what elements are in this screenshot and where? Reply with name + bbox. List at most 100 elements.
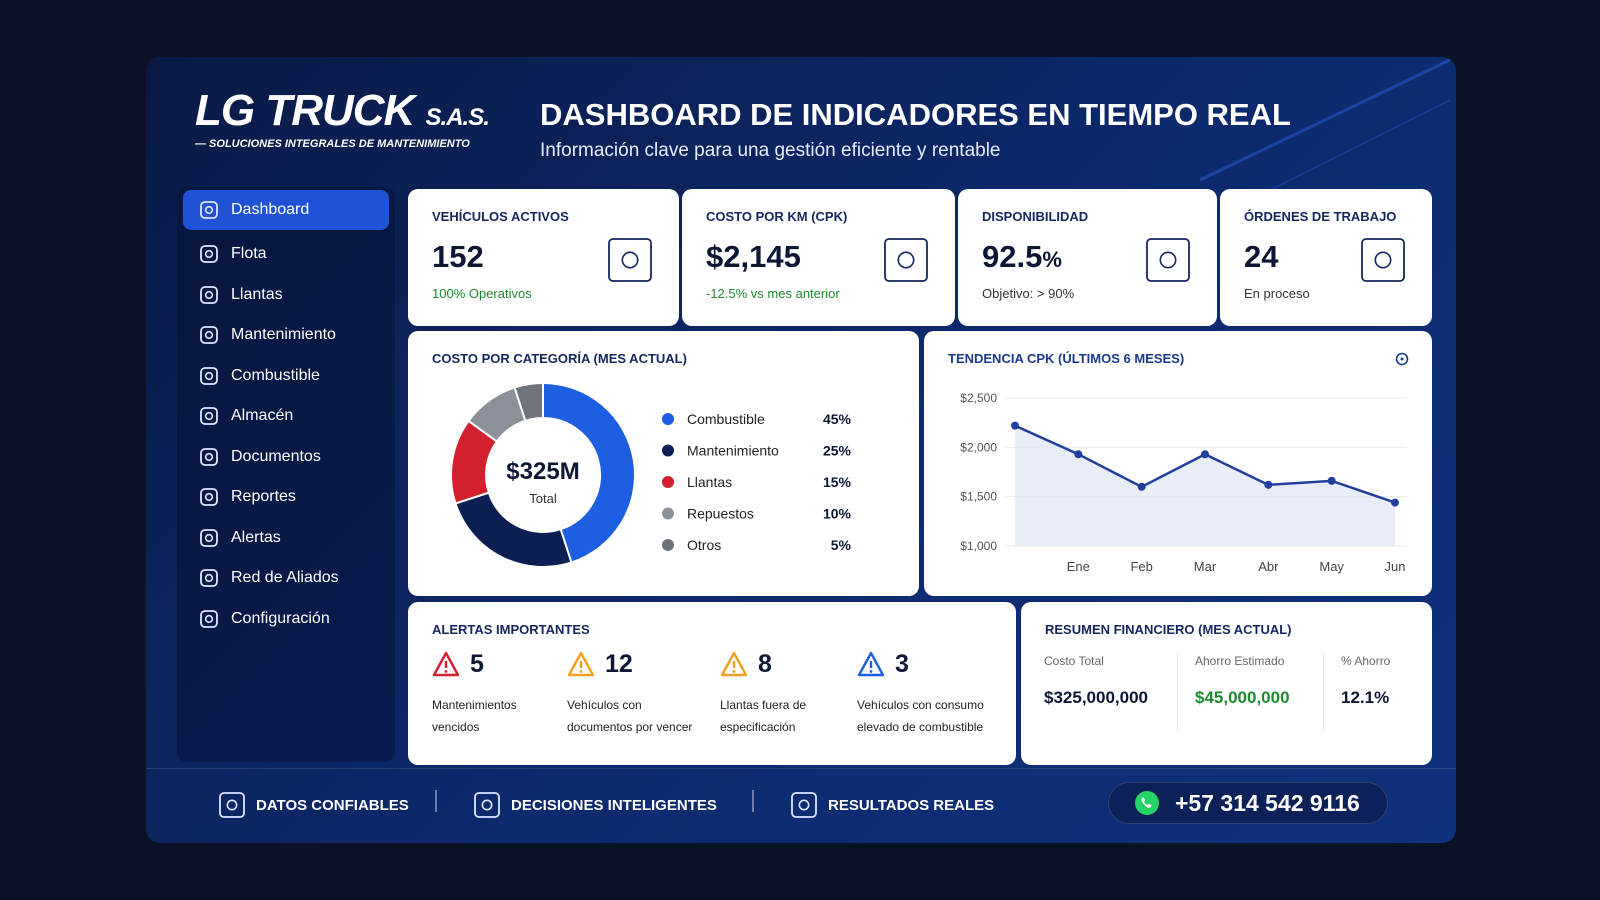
finance-column: Costo Total $325,000,000 [1044,654,1148,708]
finance-divider [1323,652,1324,732]
legend-dot [662,507,674,520]
kpi-value: $2,145 [706,239,801,275]
legend-label: Mantenimiento [687,443,779,459]
footer-item: RESULTADOS REALES [790,791,994,819]
footer-separator [752,790,754,812]
y-tick-label: $2,500 [960,391,997,405]
y-tick-label: $1,000 [960,539,997,553]
kpi-note: -12.5% vs mes anterior [706,286,840,301]
legend-value: 45% [823,411,852,427]
alert-count: 8 [758,650,772,678]
finance-label: Ahorro Estimado [1195,654,1285,668]
logo: LG TRUCK S.A.S. [195,86,490,136]
line-point [1391,498,1399,507]
finance-value: 12.1% [1341,688,1390,707]
icon [219,792,245,818]
legend-value: 10% [823,506,852,522]
sidebar-label: Flota [231,245,267,262]
x-tick-label: Ene [1067,559,1090,574]
line-card: TENDENCIA CPK (ÚLTIMOS 6 MESES) [924,331,1432,596]
kpi-note: En proceso [1244,286,1310,301]
kpi-card: ÓRDENES DE TRABAJO 24 En proceso [1220,189,1432,326]
alerts-card: ALERTAS IMPORTANTES 5 Mantenimientos venc… [408,602,1016,765]
sidebar-item[interactable]: Reportes [183,477,389,517]
sidebar-item[interactable]: Documentos [183,437,389,477]
icon [791,792,817,818]
kpi-label: ÓRDENES DE TRABAJO [1244,209,1397,224]
sidebar-item[interactable]: Flota [183,234,389,274]
alert-label: Mantenimientos vencidos [432,698,517,734]
kpi-number: 24 [1244,239,1279,274]
icon [200,285,218,304]
finance-column: Ahorro Estimado $45,000,000 [1195,654,1290,708]
kpi-unit: % [1042,247,1062,272]
x-tick-label: Abr [1258,559,1279,574]
alert-item: 3 Vehículos con consumo elevado de combus… [857,650,984,734]
finance-card: RESUMEN FINANCIERO (MES ACTUAL) Costo To… [1021,602,1432,765]
x-tick-label: May [1319,559,1344,574]
sidebar-item[interactable]: Llantas [183,275,389,315]
sidebar-label: Red de Aliados [231,569,339,586]
sidebar-label: Llantas [231,285,283,303]
footer-label: RESULTADOS REALES [828,796,995,814]
kpi-value: 24 [1244,239,1278,275]
sidebar-item[interactable]: Combustible [183,356,389,396]
kpi-card: DISPONIBILIDAD 92.5% Objetivo: > 90% [958,189,1217,326]
kpi-number: 152 [432,239,484,274]
sidebar-item[interactable]: Dashboard [183,190,389,230]
kpi-label: DISPONIBILIDAD [982,209,1089,224]
icon [200,569,218,587]
alert-icon [432,651,460,677]
line-point [1264,480,1273,489]
phone-number: +57 314 542 9116 [1175,789,1360,816]
x-tick-label: Mar [1194,559,1217,574]
sidebar-item[interactable]: Configuración [183,599,389,639]
sidebar-label: Configuración [231,609,330,627]
alert-icon [567,651,595,677]
line-area [1015,425,1395,546]
footer-item: DATOS CONFIABLES [218,791,409,819]
finance-label: Costo Total [1044,654,1104,668]
alert-label: Vehículos con consumo elevado de combust… [857,698,984,734]
finance-divider [1177,652,1178,732]
finance-column: % Ahorro 12.1% [1341,654,1390,708]
logo-text: LG TRUCK [195,86,415,135]
footer-label: DECISIONES INTELIGENTES [511,796,717,814]
line-point [1074,450,1083,459]
sidebar-item[interactable]: Red de Aliados [183,558,389,598]
kpi-note: Objetivo: > 90% [982,286,1075,301]
donut-segment [513,381,544,423]
finance-label: % Ahorro [1341,654,1391,668]
icon [474,792,500,818]
sidebar-label: Mantenimiento [231,326,336,343]
legend-label: Llantas [687,474,732,490]
donut-center-sublabel: Total [529,491,557,506]
kpi-number: $2,145 [706,239,801,274]
finance-value: $325,000,000 [1044,688,1148,707]
y-tick-label: $1,500 [960,490,997,504]
card-title: TENDENCIA CPK (ÚLTIMOS 6 MESES) [948,351,1185,366]
sidebar-label: Documentos [231,447,321,465]
card-title: ALERTAS IMPORTANTES [432,622,590,637]
icon [200,245,218,263]
icon [200,488,218,506]
alert-item: 8 Llantas fuera de especificación [720,650,806,734]
sidebar-label: Dashboard [231,201,310,218]
alert-icon [857,651,885,677]
kpi-value: 152 [432,239,484,275]
card-title: COSTO POR CATEGORÍA (MES ACTUAL) [432,351,687,366]
card-title: RESUMEN FINANCIERO (MES ACTUAL) [1045,622,1292,637]
legend-dot [662,476,674,488]
sidebar-item[interactable]: Alertas [183,518,389,558]
sidebar-item[interactable]: Mantenimiento [183,315,389,355]
alert-count: 12 [605,650,633,678]
icon [200,528,218,547]
legend-value: 25% [823,443,852,459]
sidebar-item[interactable]: Almacén [183,396,389,436]
kpi-card: VEHÍCULOS ACTIVOS 152 100% Operativos [408,189,679,326]
line-point [1327,476,1336,485]
refresh-icon[interactable] [1394,351,1410,367]
phone-pill[interactable]: +57 314 542 9116 [1108,782,1388,824]
